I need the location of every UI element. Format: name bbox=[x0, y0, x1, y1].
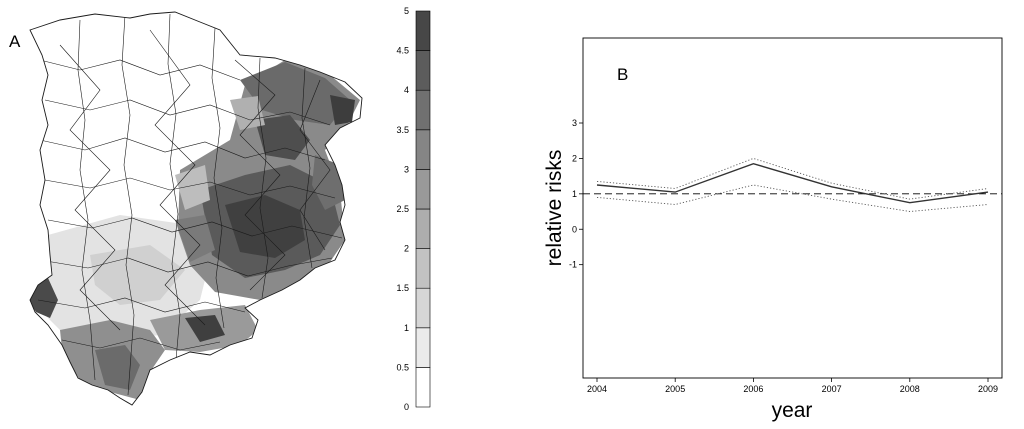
y-tick-label: 2 bbox=[572, 153, 577, 163]
x-tick-label: 2009 bbox=[978, 384, 998, 394]
legend-tick-label: 1 bbox=[404, 323, 409, 333]
legend-swatch bbox=[415, 208, 431, 249]
legend-tick-label: 0.5 bbox=[396, 362, 409, 372]
map-regions bbox=[30, 12, 362, 405]
legend-swatch bbox=[415, 248, 431, 289]
legend-tick-label: 3.5 bbox=[396, 125, 409, 135]
panel-b-label: B bbox=[617, 65, 628, 84]
plot-frame bbox=[582, 37, 1003, 379]
panel-a-label: A bbox=[9, 32, 21, 51]
y-axis-title: relative risks bbox=[543, 150, 566, 267]
x-tick-label: 2008 bbox=[900, 384, 920, 394]
y-tick-label: 1 bbox=[572, 189, 577, 199]
y-tick-label: 3 bbox=[572, 118, 577, 128]
line-chart-panel: B -1 0 1 2 3 2004 2005 2006 2007 2008 2009 relati… bbox=[543, 37, 1003, 422]
x-tick-label: 2005 bbox=[665, 384, 685, 394]
map-legend: 0 0.5 1 1.5 2 2.5 3 3.5 4 4.5 5 bbox=[396, 6, 431, 412]
legend-swatch bbox=[415, 89, 431, 131]
x-tick-label: 2006 bbox=[743, 384, 763, 394]
legend-swatch bbox=[415, 287, 431, 329]
legend-swatch bbox=[415, 327, 431, 368]
x-axis: 2004 2005 2006 2007 2008 2009 bbox=[587, 378, 998, 394]
map-outline bbox=[29, 11, 363, 406]
legend-tick-label: 5 bbox=[404, 6, 409, 16]
legend-tick-label: 2.5 bbox=[396, 204, 409, 214]
legend-tick-label: 3 bbox=[404, 164, 409, 174]
plot-area bbox=[583, 157, 1002, 212]
map-panel: A bbox=[9, 6, 431, 412]
legend-tick-label: 4 bbox=[404, 85, 409, 95]
y-tick-label: 0 bbox=[572, 224, 577, 234]
series-line-bound bbox=[596, 184, 989, 212]
y-axis: -1 0 1 2 3 bbox=[569, 118, 583, 270]
legend-tick-label: 0 bbox=[404, 402, 409, 412]
legend-swatch bbox=[415, 169, 431, 210]
x-tick-label: 2007 bbox=[822, 384, 842, 394]
legend-tick-label: 1.5 bbox=[396, 283, 409, 293]
x-tick-label: 2004 bbox=[587, 384, 607, 394]
legend-swatch bbox=[415, 10, 431, 51]
legend-tick-label: 4.5 bbox=[396, 46, 409, 56]
y-tick-label: -1 bbox=[569, 260, 577, 270]
series-line-estimate bbox=[596, 162, 989, 204]
legend-swatch bbox=[415, 50, 431, 91]
legend-swatch bbox=[415, 367, 431, 408]
x-axis-title: year bbox=[772, 399, 813, 422]
legend-tick-label: 2 bbox=[404, 244, 409, 254]
legend-swatch bbox=[415, 129, 431, 170]
